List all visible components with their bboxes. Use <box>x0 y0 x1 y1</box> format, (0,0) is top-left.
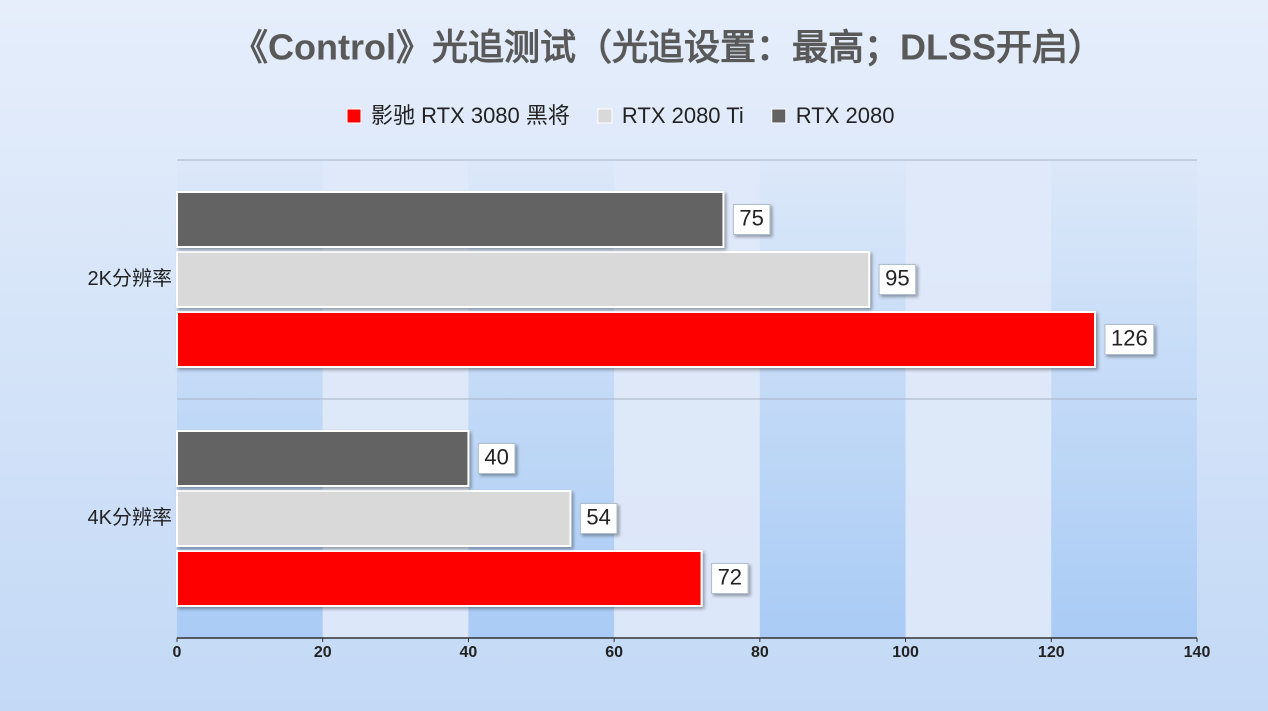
x-tick-label: 20 <box>314 644 332 661</box>
x-tick-label: 100 <box>892 644 919 661</box>
bar <box>176 311 1096 368</box>
bar <box>176 550 703 607</box>
data-label-box <box>477 443 516 474</box>
x-tick-label: 60 <box>605 644 623 661</box>
data-label: 40 <box>484 444 508 469</box>
data-label: 54 <box>586 504 610 529</box>
data-label-box <box>878 264 917 295</box>
bar <box>176 490 572 547</box>
legend-swatch <box>597 108 613 124</box>
data-label-box <box>579 503 618 534</box>
y-tick-label: 4K分辨率 <box>88 506 172 529</box>
legend-label: RTX 2080 <box>796 103 895 128</box>
bar <box>176 191 725 248</box>
legend-swatch <box>346 108 362 124</box>
bar <box>176 251 871 308</box>
y-tick-label: 2K分辨率 <box>88 267 172 290</box>
x-tick-label: 40 <box>460 644 478 661</box>
x-tick-label: 80 <box>751 644 769 661</box>
x-tick-label: 140 <box>1184 644 1211 661</box>
legend-label: RTX 2080 Ti <box>622 103 744 128</box>
chart-title: 《Control》光追测试（光追设置：最高；DLSS开启） <box>232 27 1104 68</box>
data-label: 126 <box>1111 325 1148 350</box>
data-label-box <box>732 204 771 235</box>
data-label-box <box>1104 324 1155 355</box>
x-tick-label: 120 <box>1038 644 1065 661</box>
legend-swatch <box>771 108 787 124</box>
bar <box>176 430 470 487</box>
x-tick-label: 0 <box>173 644 182 661</box>
data-label: 75 <box>739 205 763 230</box>
data-label: 72 <box>718 564 742 589</box>
data-label-box <box>711 563 749 594</box>
legend-label: 影驰 RTX 3080 黑将 <box>371 103 570 128</box>
data-label: 95 <box>885 265 909 290</box>
